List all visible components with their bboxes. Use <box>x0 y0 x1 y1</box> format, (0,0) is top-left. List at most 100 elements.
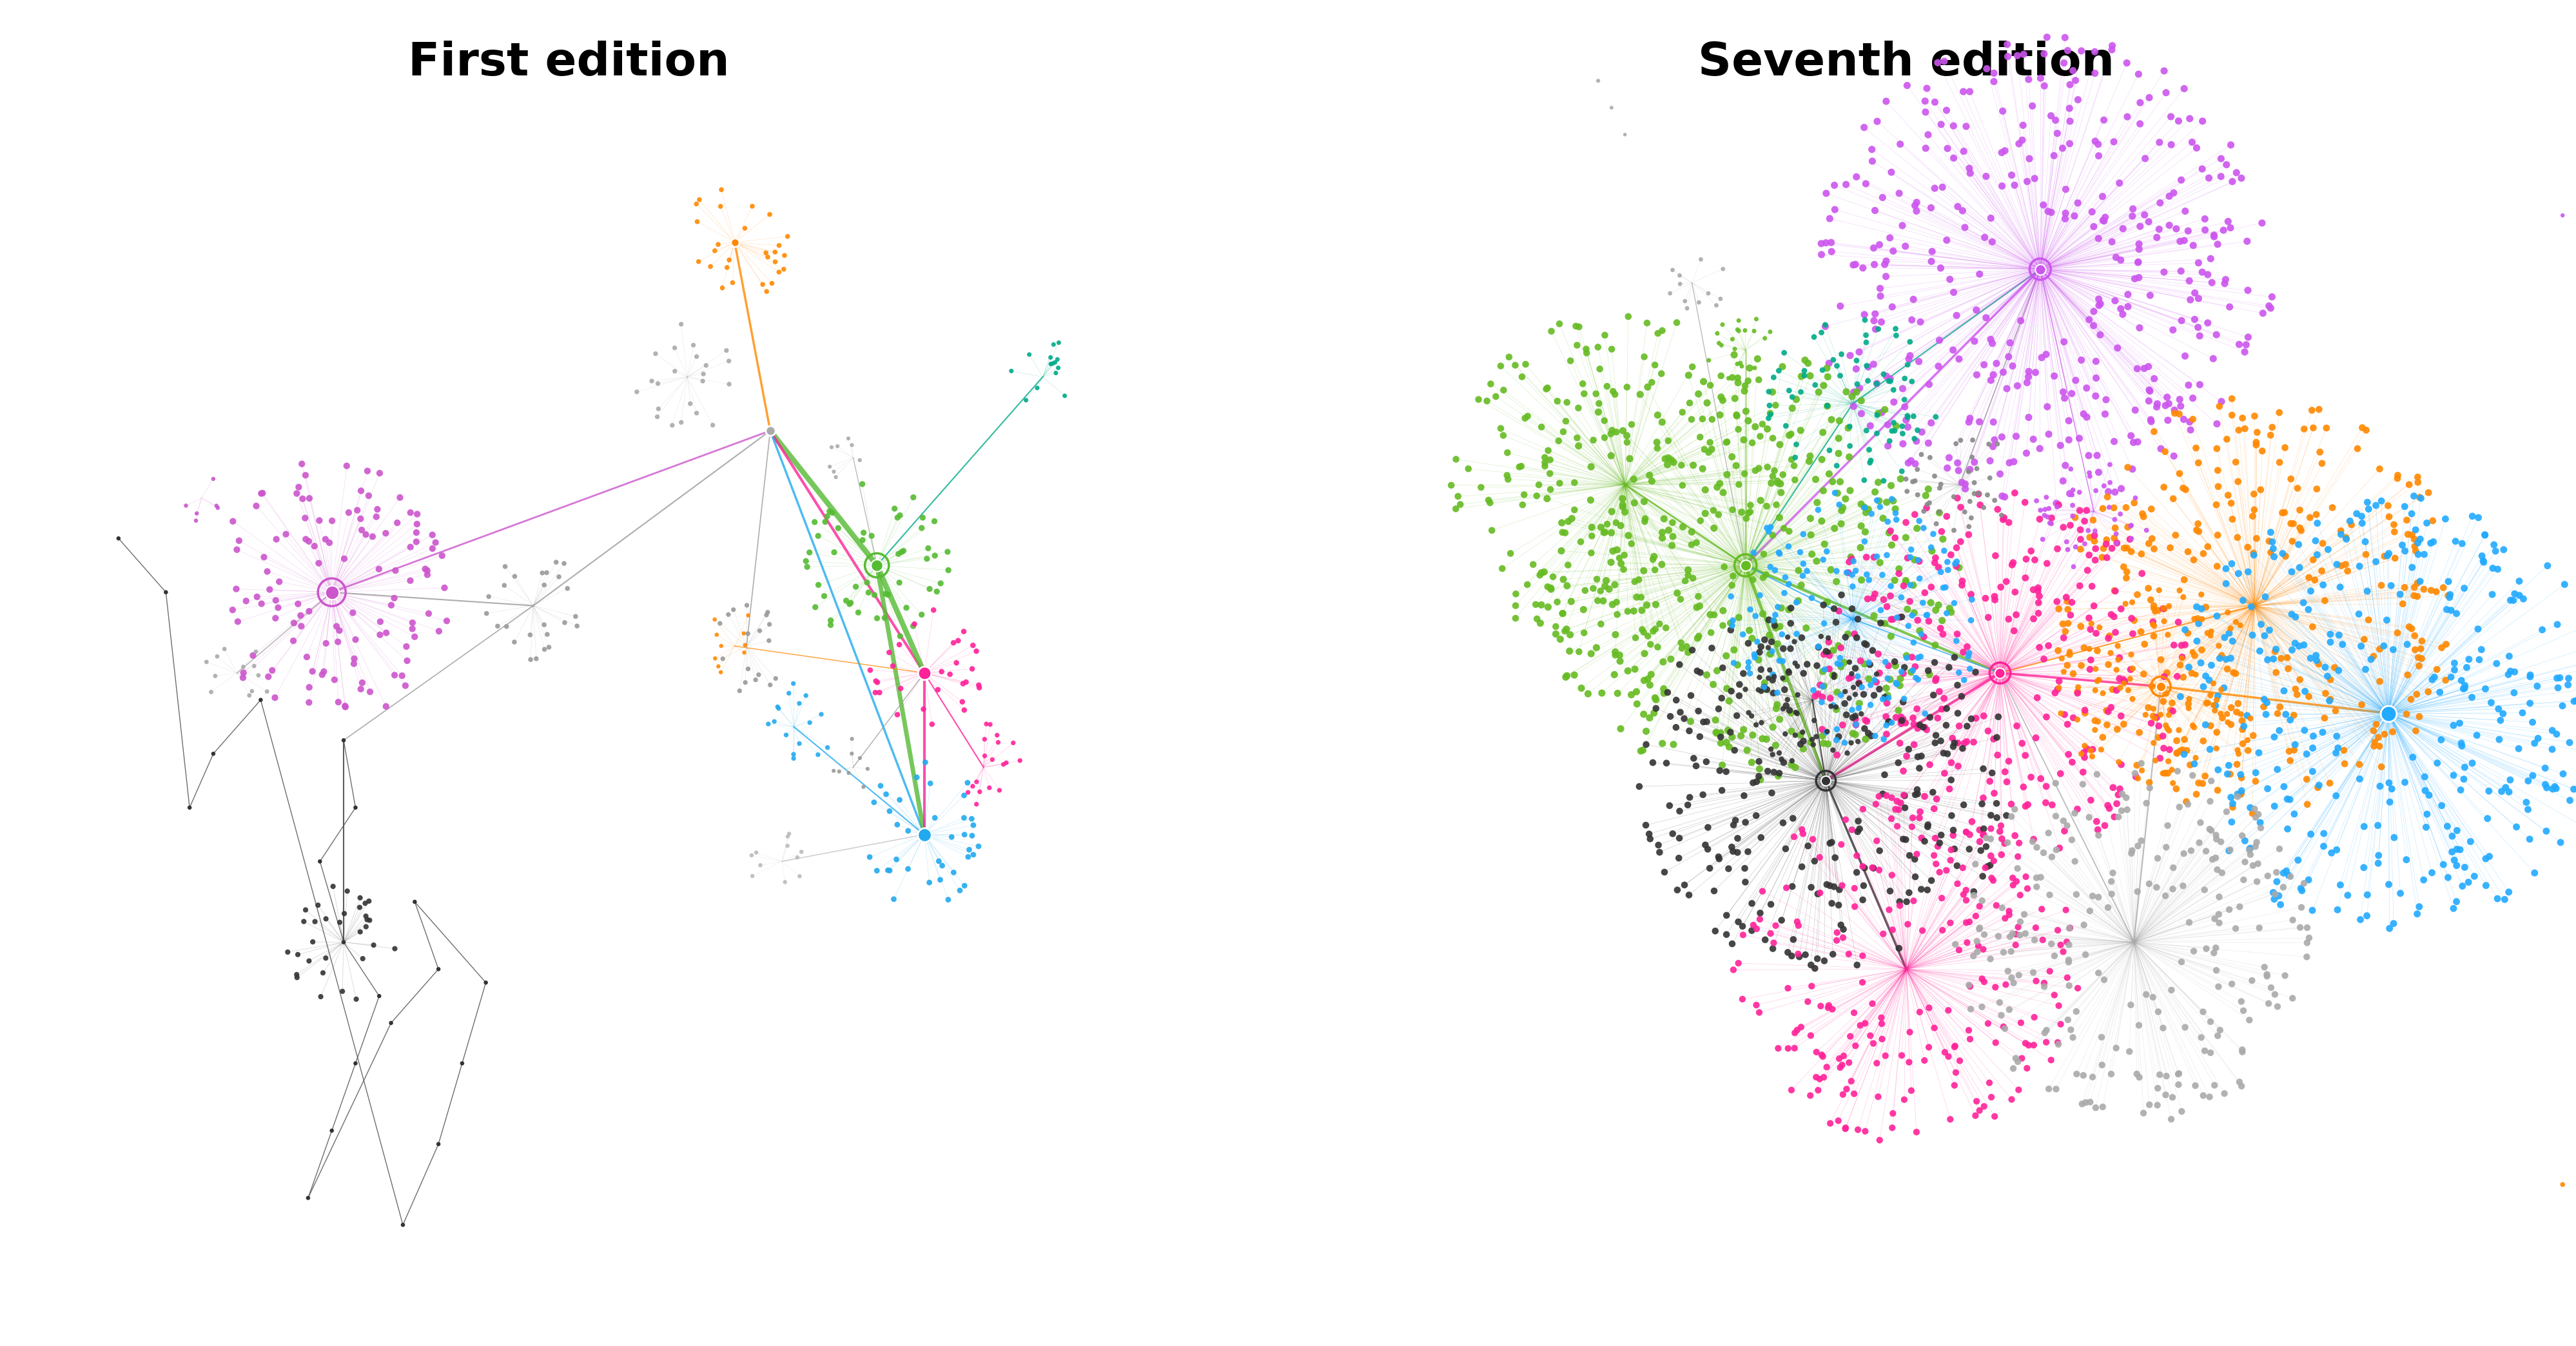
Point <box>2110 541 2151 563</box>
Point <box>2200 830 2241 852</box>
Point <box>654 361 696 382</box>
Point <box>1734 416 1775 437</box>
Point <box>1911 524 1953 545</box>
Point <box>2169 411 2210 432</box>
Point <box>1777 944 1819 965</box>
Point <box>1973 851 2014 872</box>
Point <box>2360 670 2401 692</box>
Point <box>696 647 737 669</box>
Point <box>1937 940 1978 961</box>
Point <box>1999 911 2040 933</box>
Point <box>683 363 724 385</box>
Point <box>1911 870 1953 891</box>
Point <box>2195 695 2236 716</box>
Point <box>886 598 927 619</box>
Point <box>2020 509 2061 530</box>
Point <box>2187 536 2228 557</box>
Point <box>301 985 343 1007</box>
Point <box>2195 1074 2236 1096</box>
Point <box>2208 712 2249 734</box>
Point <box>381 1214 422 1236</box>
Point <box>1801 882 1842 903</box>
Point <box>1775 433 1816 455</box>
Point <box>2184 766 2226 787</box>
Point <box>2066 499 2107 521</box>
Point <box>2025 707 2066 728</box>
Point <box>2499 738 2540 759</box>
Point <box>2540 668 2576 689</box>
Point <box>1731 919 1772 941</box>
Point <box>1981 896 2022 918</box>
Point <box>2063 914 2105 935</box>
Point <box>2244 696 2285 717</box>
Point <box>2045 621 2087 642</box>
Point <box>1656 879 1698 900</box>
Point <box>2020 767 2061 789</box>
Point <box>371 595 412 616</box>
Point <box>1752 669 1793 690</box>
Point <box>2120 92 2161 113</box>
Point <box>2254 795 2295 817</box>
Point <box>1574 429 1615 451</box>
Point <box>2321 520 2362 541</box>
Point <box>2172 388 2213 409</box>
Point <box>2494 682 2535 704</box>
Point <box>2174 664 2215 685</box>
Point <box>1950 658 1991 680</box>
Point <box>2347 491 2388 513</box>
Point <box>2030 961 2071 983</box>
Point <box>698 656 739 677</box>
Point <box>1625 507 1667 529</box>
Point <box>1811 832 1852 853</box>
Point <box>757 696 799 717</box>
Point <box>1865 398 1906 420</box>
Point <box>1698 660 1739 681</box>
Point <box>1981 844 2022 865</box>
Point <box>1494 595 1535 616</box>
Point <box>1770 448 1811 470</box>
Point <box>312 510 353 532</box>
Point <box>933 861 974 883</box>
Point <box>2110 529 2151 551</box>
Point <box>2287 599 2329 621</box>
Point <box>1870 227 1911 249</box>
Point <box>1734 460 1775 482</box>
Point <box>2254 546 2295 568</box>
Point <box>2290 647 2331 669</box>
Point <box>2272 910 2313 931</box>
Point <box>2112 840 2154 861</box>
Point <box>1904 786 1945 808</box>
Point <box>2535 778 2576 800</box>
Point <box>2228 730 2269 751</box>
Point <box>1844 857 1886 879</box>
Point <box>2300 441 2342 463</box>
Point <box>1739 680 1780 701</box>
Point <box>2053 59 2094 81</box>
Point <box>1803 533 1844 555</box>
Point <box>2221 167 2262 188</box>
Point <box>2099 677 2141 699</box>
Point <box>1811 409 1852 431</box>
Point <box>1837 350 1878 371</box>
Point <box>2233 855 2275 876</box>
Point <box>1759 359 1801 381</box>
Point <box>2027 635 2069 657</box>
Point <box>1893 195 1935 217</box>
Point <box>1857 490 1899 511</box>
Point <box>1888 1051 1929 1073</box>
Point <box>948 773 989 794</box>
Point <box>1850 569 1891 591</box>
Point <box>1649 283 1690 304</box>
Point <box>1829 561 1870 583</box>
Point <box>860 775 902 797</box>
Point <box>216 579 258 600</box>
Point <box>1757 596 1798 618</box>
Point <box>2287 567 2329 588</box>
Point <box>1868 511 1909 533</box>
Point <box>2344 816 2385 837</box>
Point <box>2246 778 2287 800</box>
Point <box>842 474 884 495</box>
Point <box>2506 770 2548 791</box>
Point <box>1950 911 1991 933</box>
Point <box>2197 525 2239 546</box>
